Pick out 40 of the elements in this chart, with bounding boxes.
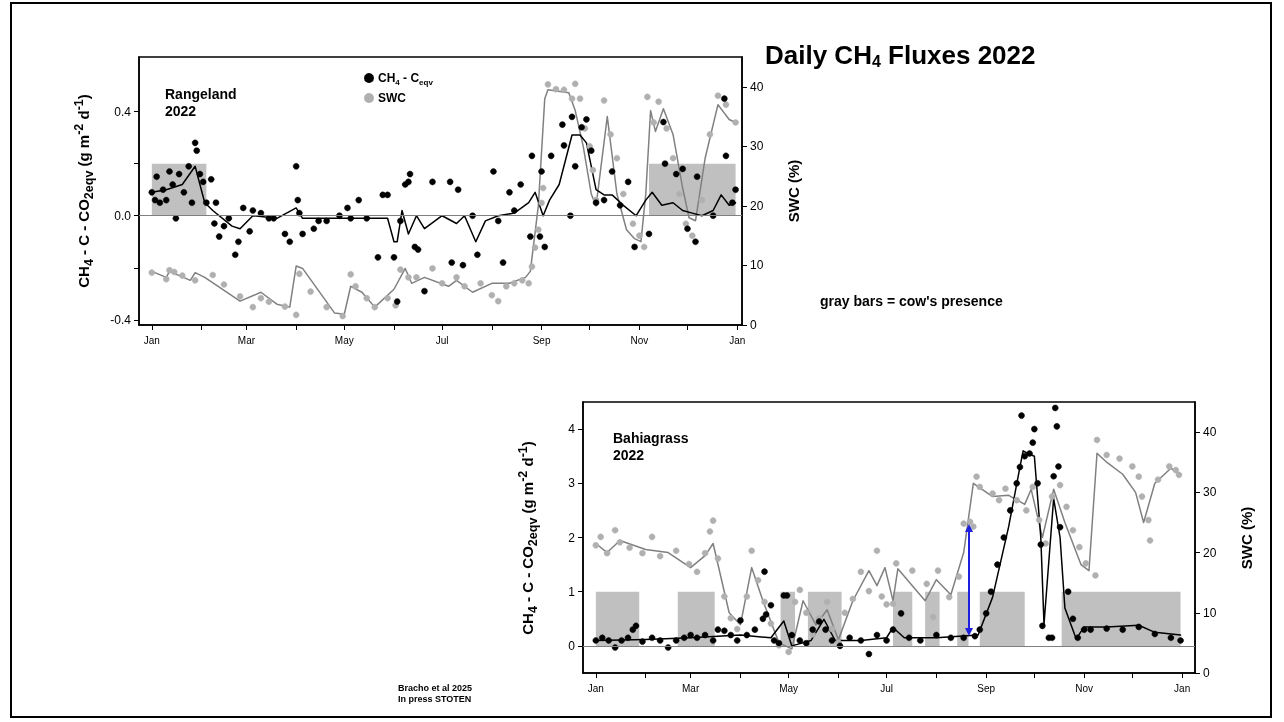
y-tick-label: 1 — [568, 584, 576, 599]
annotation: Rangeland 2022 — [165, 86, 237, 120]
y-tick-label: 2 — [568, 530, 576, 545]
y2-axis-title: SWC (%) — [785, 159, 803, 223]
y2-tick-label: 40 — [1203, 425, 1217, 440]
legend-label: SWC — [378, 91, 407, 105]
y2-tick-label: 0 — [750, 318, 757, 332]
text: gray bars = cow's presence — [820, 293, 1003, 310]
x-tick-label: Jul — [435, 334, 449, 346]
x-tick-label: Sep — [532, 334, 551, 346]
y-tick-label: 0.0 — [114, 208, 132, 223]
y2-tick-label: 0 — [1203, 666, 1210, 680]
y-tick-label: 3 — [568, 476, 576, 491]
y2-tick-label: 20 — [750, 198, 764, 213]
y-tick-label: 0.4 — [114, 104, 132, 119]
x-tick-label: May — [334, 334, 354, 346]
y2-axis-title: SWC (%) — [1238, 506, 1256, 569]
x-tick-label: Nov — [630, 334, 649, 346]
y-tick-label: 4 — [568, 422, 576, 437]
y2-tick-label: 30 — [750, 139, 764, 154]
x-tick-label: Jan — [587, 682, 604, 694]
text: Bracho et al 2025 In press STOTEN — [398, 683, 473, 705]
y2-tick-label: 30 — [1203, 485, 1217, 500]
y-tick-label: 0 — [568, 638, 576, 653]
y2-tick-label: 10 — [750, 258, 764, 273]
y2-tick-label: 10 — [1203, 605, 1217, 620]
annotation: Bahiagrass 2022 — [613, 430, 689, 464]
x-tick-label: Nov — [1075, 682, 1094, 694]
x-tick-label: Jan — [1174, 682, 1191, 694]
x-tick-label: Mar — [682, 682, 700, 694]
y2-tick-label: 20 — [1203, 545, 1217, 560]
y2-tick-label: 40 — [750, 79, 764, 94]
x-tick-label: Jan — [729, 334, 746, 346]
text: Daily CH4 Fluxes 2022 — [765, 40, 1036, 70]
x-tick-label: Jul — [880, 682, 893, 694]
x-tick-label: May — [779, 682, 799, 694]
x-tick-label: Sep — [977, 682, 996, 694]
y-tick-label: -0.4 — [110, 312, 132, 327]
x-tick-label: Mar — [237, 334, 256, 346]
x-tick-label: Jan — [143, 334, 160, 346]
